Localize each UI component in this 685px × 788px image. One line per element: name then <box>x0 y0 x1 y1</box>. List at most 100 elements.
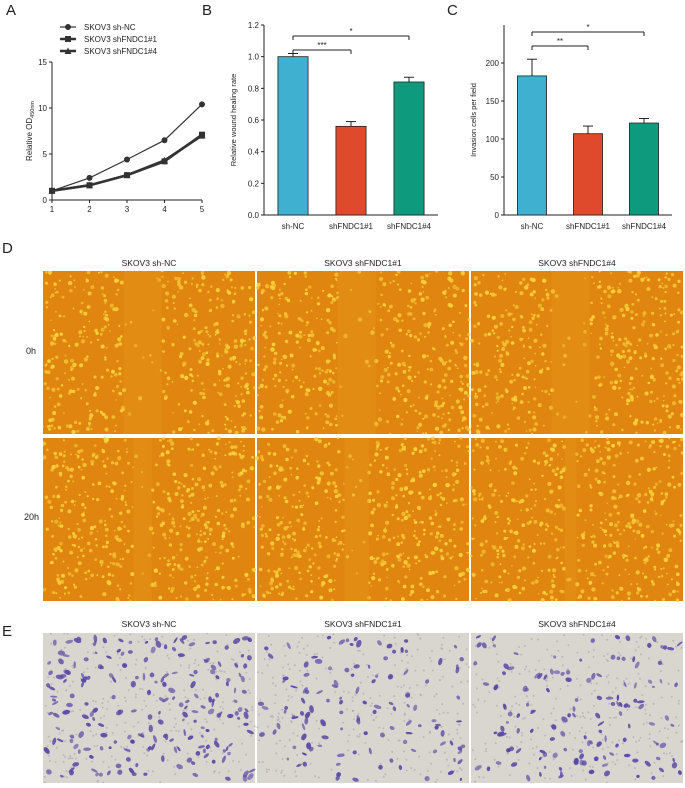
invaded-cell <box>601 763 609 767</box>
wound-cell <box>653 485 657 489</box>
wound-cell <box>318 386 323 391</box>
membrane-pore <box>299 680 302 683</box>
wound-cell <box>196 594 200 598</box>
wound-cell <box>199 530 202 532</box>
panel-label-b: B <box>202 2 213 19</box>
wound-cell <box>231 545 235 549</box>
membrane-pore <box>314 775 316 778</box>
wound-cell <box>206 358 210 362</box>
transwell-title-2: SKOV3 shFNDC1#1 <box>324 619 402 629</box>
wound-cell <box>670 412 675 416</box>
wound-cell <box>549 589 554 594</box>
wound-cell <box>121 471 125 475</box>
wound-cell <box>249 320 253 324</box>
wound-cell <box>43 382 47 386</box>
wound-cell <box>336 553 341 557</box>
invaded-cell <box>205 728 210 733</box>
wound-cell <box>321 581 326 586</box>
wound-cell <box>224 454 227 457</box>
invaded-cell <box>432 749 438 754</box>
wound-cell <box>80 301 84 305</box>
wound-cell <box>413 534 416 537</box>
wound-cell <box>397 362 402 367</box>
wound-cell <box>130 480 133 484</box>
wound-cell <box>224 427 228 431</box>
membrane-pore <box>187 666 190 669</box>
wound-title-3: SKOV3 shFNDC1#4 <box>538 258 616 268</box>
wound-cell <box>421 285 424 288</box>
wound-cell <box>430 383 433 386</box>
wound-cell <box>499 575 502 578</box>
wound-cell <box>640 456 644 461</box>
wound-cell <box>636 344 638 347</box>
membrane-pore <box>505 735 508 738</box>
wound-cell <box>481 498 484 501</box>
membrane-pore <box>289 720 292 723</box>
wound-cell <box>114 343 119 348</box>
wound-cell <box>89 531 93 535</box>
invaded-cell <box>603 770 611 777</box>
membrane-pore <box>273 702 276 705</box>
wound-cell <box>207 537 210 540</box>
wound-cell <box>230 445 235 449</box>
membrane-pore <box>263 658 266 661</box>
wound-cell <box>294 375 298 379</box>
wound-cell <box>244 343 247 347</box>
wound-cell <box>171 520 176 525</box>
wound-cell <box>519 400 524 404</box>
wound-cell <box>623 366 626 369</box>
wound-cell <box>624 344 628 348</box>
membrane-pore <box>516 745 519 748</box>
membrane-pore <box>658 730 661 733</box>
wound-cell <box>317 541 322 546</box>
wound-cell <box>99 410 103 414</box>
invaded-cell <box>321 735 329 740</box>
wound-cell <box>72 362 77 367</box>
membrane-pore <box>86 667 89 670</box>
wound-cell <box>546 296 550 300</box>
wound-cell <box>622 342 626 346</box>
invaded-cell <box>559 771 563 778</box>
wound-cell <box>73 279 76 282</box>
wound-cell <box>98 519 103 524</box>
wound-cell <box>375 537 379 541</box>
invaded-cell <box>404 639 409 643</box>
wound-cell <box>104 527 109 532</box>
wound-cell <box>407 369 411 372</box>
wound-cell <box>603 376 605 378</box>
wound-cell <box>418 507 421 511</box>
wound-cell <box>153 568 159 573</box>
wound-cell <box>426 368 429 371</box>
wound-cell <box>182 485 186 488</box>
membrane-pore <box>122 746 125 749</box>
wound-cell <box>51 357 54 361</box>
wound-cell <box>300 513 304 517</box>
membrane-pore <box>670 695 673 698</box>
wound-cell <box>645 421 649 425</box>
wound-cell <box>335 279 338 282</box>
membrane-pore <box>309 762 312 765</box>
wound-cell <box>603 544 607 548</box>
wound-cell <box>56 290 59 294</box>
membrane-pore <box>457 723 460 726</box>
wound-cell <box>83 325 86 329</box>
wound-cell <box>89 526 95 531</box>
wound-cell <box>427 322 432 326</box>
wound-cell <box>652 467 656 471</box>
wound-cell <box>53 282 57 286</box>
wound-cell <box>541 474 544 477</box>
invaded-cell <box>666 647 675 651</box>
membrane-pore <box>369 704 372 707</box>
membrane-pore <box>436 778 439 781</box>
wound-cell <box>322 427 325 429</box>
wound-cell <box>220 303 225 309</box>
wound-cell <box>605 413 608 416</box>
wound-cell <box>520 457 524 461</box>
wound-cell <box>648 287 650 290</box>
membrane-pore <box>65 689 68 692</box>
wound-cell <box>386 380 390 384</box>
membrane-pore <box>400 686 403 689</box>
wound-cell <box>379 561 383 565</box>
invaded-cell <box>507 711 513 717</box>
wound-cell <box>63 460 66 463</box>
